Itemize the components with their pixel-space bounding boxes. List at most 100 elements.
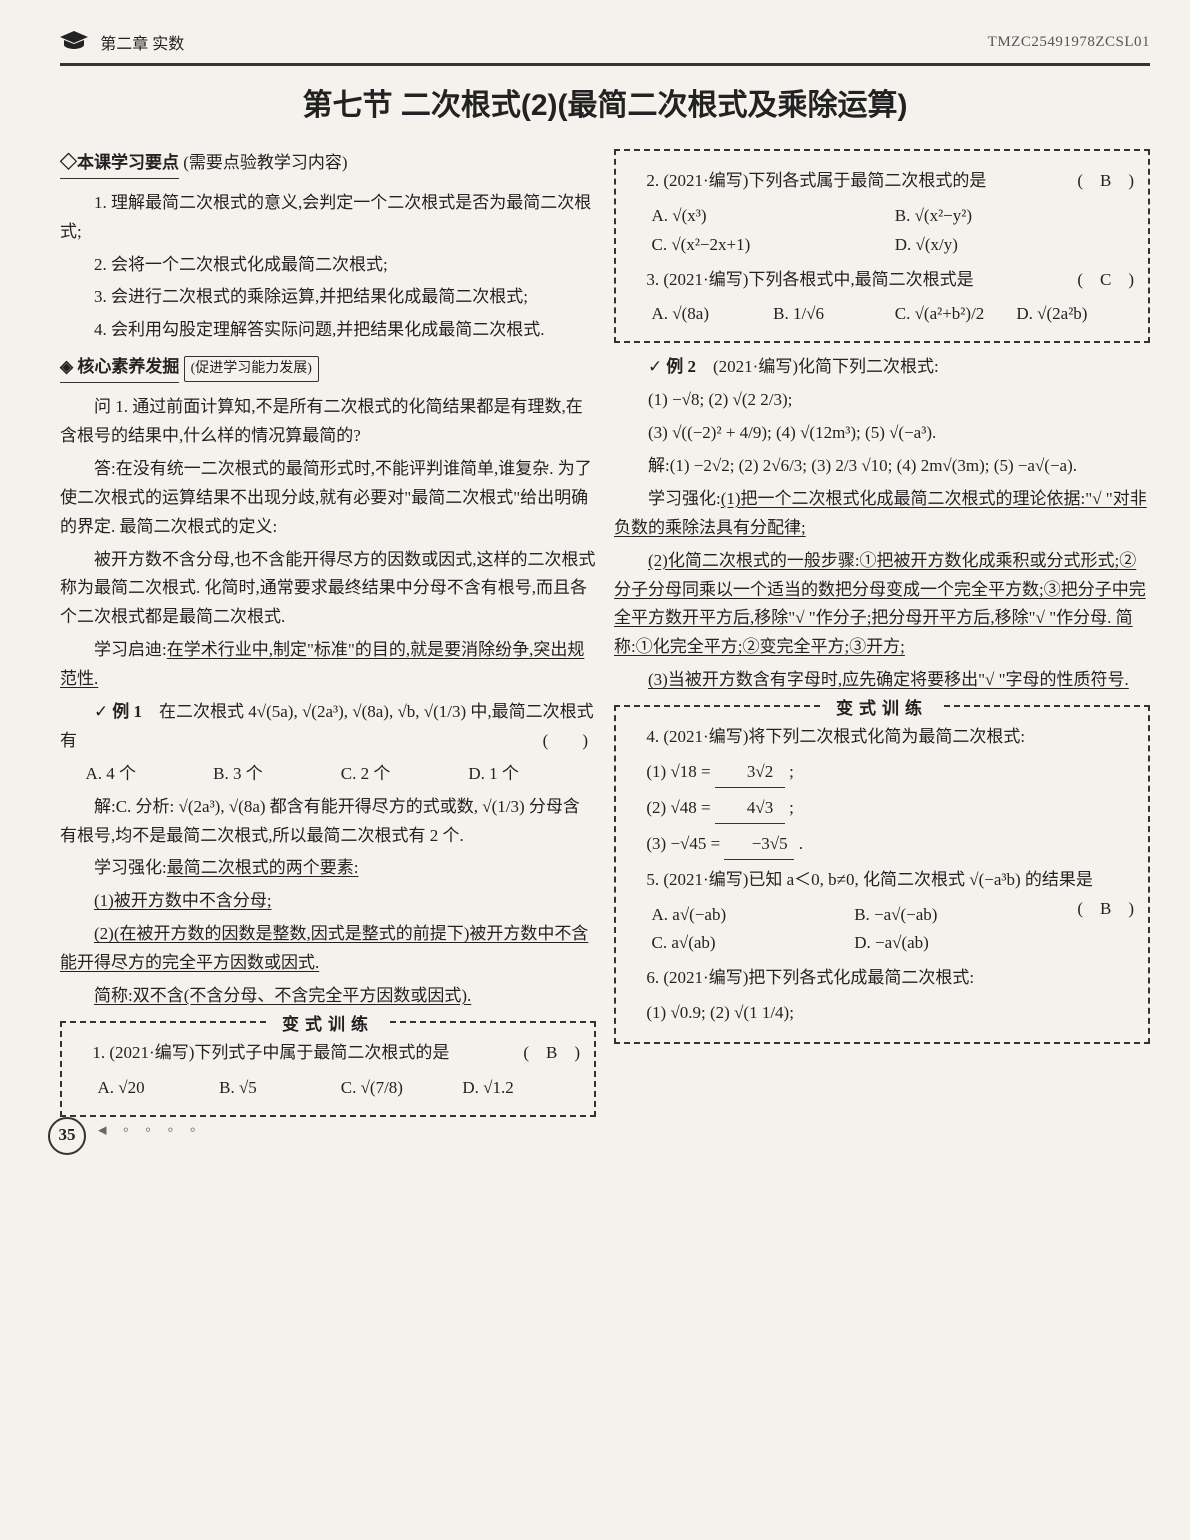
ex1-opt-d: D. 1 个 <box>468 760 596 789</box>
train-q1-answer: ( B ) <box>503 1039 580 1068</box>
variant-label: 变式训练 <box>268 1011 388 1040</box>
example-2-label: 例 2 <box>666 357 696 376</box>
strengthen-label-r: 学习强化: <box>648 489 721 508</box>
variant-training-box-left: 变式训练 1. (2021·编写)下列式子中属于最简二次根式的是 ( B ) A… <box>60 1021 596 1117</box>
check-icon: ✓ <box>94 702 108 721</box>
train-q3-options: A. √(8a) B. 1/√6 C. √(a²+b²)/2 D. √(2a²b… <box>652 300 1139 329</box>
q2-opt-d: D. √(x/y) <box>895 231 1138 260</box>
strengthen-line4: 简称:双不含(不含分母、不含完全平方因数或因式). <box>60 982 596 1011</box>
point-2: 2. 会将一个二次根式化成最简二次根式; <box>60 251 596 280</box>
point-4: 4. 会利用勾股定理解答实际问题,并把结果化成最简二次根式. <box>60 316 596 345</box>
example-2-items: (1) −√8; (2) √(2 2/3); <box>614 386 1150 415</box>
train-q4: 4. (2021·编写)将下列二次根式化简为最简二次根式: <box>626 723 1138 752</box>
train-q6: 6. (2021·编写)把下列各式化成最简二次根式: <box>626 964 1138 993</box>
strengthen-line3: (2)(在被开方数的因数是整数,因式是整式的前提下)被开方数中不含能开得尽方的完… <box>60 920 596 978</box>
chapter-title: 第二章 实数 <box>60 30 184 59</box>
strengthen-r2: (2)化简二次根式的一般步骤:①把被开方数化成乘积或分式形式;②分子分母同乘以一… <box>614 547 1150 663</box>
strengthen-r3: (3)当被开方数含有字母时,应先确定将要移出"√ "字母的性质符号. <box>614 666 1150 695</box>
train-q3: 3. (2021·编写)下列各根式中,最简二次根式是 ( C ) <box>626 266 1138 295</box>
variant-training-box-right-bottom: 变式训练 4. (2021·编写)将下列二次根式化简为最简二次根式: (1) √… <box>614 705 1150 1044</box>
inspire-label: 学习启迪: <box>94 640 167 659</box>
page-title: 第七节 二次根式(2)(最简二次根式及乘除运算) <box>60 80 1150 131</box>
train-q5-options: A. a√(−ab) B. −a√(−ab) C. a√(ab) D. −a√(… <box>652 901 1057 959</box>
check-icon: ✓ <box>648 357 662 376</box>
example-1-label: 例 1 <box>112 702 142 721</box>
core-head-box: (促进学习能力发展) <box>184 356 319 382</box>
study-inspire: 学习启迪:在学术行业中,制定"标准"的目的,就是要消除纷争,突出规范性. <box>60 636 596 694</box>
q3-opt-a: A. √(8a) <box>652 300 774 329</box>
q4-3-answer: −3√5 <box>724 830 794 860</box>
train-q2: 2. (2021·编写)下列各式属于最简二次根式的是 ( B ) <box>626 167 1138 196</box>
header-code: TMZC25491978ZCSL01 <box>988 30 1150 59</box>
q4-sub2: (2) √48 = 4√3 ; <box>626 794 1138 824</box>
study-points-head: ◇本课学习要点 (需要点验教学习内容) <box>60 149 596 185</box>
q5-opt-d: D. −a√(ab) <box>854 929 1057 958</box>
ex1-blank: ( ) <box>509 727 588 756</box>
q4-sub1: (1) √18 = 3√2 ; <box>626 758 1138 788</box>
train-q2-answer: ( B ) <box>1057 167 1134 196</box>
ex1-opt-b: B. 3 个 <box>213 760 341 789</box>
page-dots: ◂ ◦ ◦ ◦ ◦ <box>98 1116 202 1145</box>
example-2: ✓例 2 (2021·编写)化简下列二次根式: <box>614 353 1150 382</box>
train-q5-answer: ( B ) <box>1057 895 1134 924</box>
q3-opt-d: D. √(2a²b) <box>1016 300 1138 329</box>
q5-opt-b: B. −a√(−ab) <box>854 901 1057 930</box>
q5-opt-a: A. a√(−ab) <box>652 901 855 930</box>
train-q3-answer: ( C ) <box>1057 266 1134 295</box>
example-2-solution: 解:(1) −2√2; (2) 2√6/3; (3) 2/3 √10; (4) … <box>614 452 1150 481</box>
content-columns: ◇本课学习要点 (需要点验教学习内容) 1. 理解最简二次根式的意义,会判定一个… <box>60 149 1150 1127</box>
core-head-label: ◈ 核心素养发掘 <box>60 353 179 383</box>
left-column: ◇本课学习要点 (需要点验教学习内容) 1. 理解最简二次根式的意义,会判定一个… <box>60 149 596 1127</box>
train-q1-text: 1. (2021·编写)下列式子中属于最简二次根式的是 <box>92 1043 449 1062</box>
point-3: 3. 会进行二次根式的乘除运算,并把结果化成最简二次根式; <box>60 283 596 312</box>
section-head-label: ◇本课学习要点 <box>60 149 179 179</box>
point-1: 1. 理解最简二次根式的意义,会判定一个二次根式是否为最简二次根式; <box>60 189 596 247</box>
train-q5-text: 5. (2021·编写)已知 a＜0, b≠0, 化简二次根式 √(−a³b) … <box>646 870 1093 889</box>
train-q1-options: A. √20 B. √5 C. √(7/8) D. √1.2 <box>98 1074 585 1103</box>
q2-opt-b: B. √(x²−y²) <box>895 202 1138 231</box>
answer-1b: 被开方数不含分母,也不含能开得尽方的因数或因式,这样的二次根式称为最简二次根式.… <box>60 546 596 633</box>
chapter-text: 第二章 实数 <box>100 36 184 53</box>
q5-opt-c: C. a√(ab) <box>652 929 855 958</box>
train-q3-text: 3. (2021·编写)下列各根式中,最简二次根式是 <box>646 270 973 289</box>
train-q1: 1. (2021·编写)下列式子中属于最简二次根式的是 ( B ) <box>72 1039 584 1068</box>
train-q2-options: A. √(x³) B. √(x²−y²) C. √(x²−2x+1) D. √(… <box>652 202 1139 260</box>
ex1-opt-c: C. 2 个 <box>341 760 469 789</box>
strengthen-label: 学习强化: <box>94 858 167 877</box>
q2-opt-a: A. √(x³) <box>652 202 895 231</box>
ex1-opt-a: A. 4 个 <box>86 760 214 789</box>
section-head-sub: (需要点验教学习内容) <box>183 153 347 172</box>
q1-opt-c: C. √(7/8) <box>341 1074 463 1103</box>
page-number-circle: 35 <box>48 1117 86 1155</box>
page-number: 35 <box>59 1121 76 1150</box>
right-column: 2. (2021·编写)下列各式属于最简二次根式的是 ( B ) A. √(x³… <box>614 149 1150 1127</box>
example-1-options: A. 4 个 B. 3 个 C. 2 个 D. 1 个 <box>86 760 597 789</box>
q3-opt-c: C. √(a²+b²)/2 <box>895 300 1017 329</box>
variant-label-r: 变式训练 <box>822 695 942 724</box>
q4-1-answer: 3√2 <box>715 758 785 788</box>
example-2-src: (2021·编写)化简下列二次根式: <box>713 357 939 376</box>
page-header: 第二章 实数 TMZC25491978ZCSL01 <box>60 30 1150 66</box>
example-2-items2: (3) √((−2)² + 4/9); (4) √(12m³); (5) √(−… <box>614 419 1150 448</box>
q2-opt-c: C. √(x²−2x+1) <box>652 231 895 260</box>
q3-opt-b: B. 1/√6 <box>773 300 895 329</box>
answer-1a: 答:在没有统一二次根式的最简形式时,不能评判谁简单,谁复杂. 为了使二次根式的运… <box>60 455 596 542</box>
core-head: ◈ 核心素养发掘 (促进学习能力发展) <box>60 353 596 389</box>
example-1: ✓例 1 在二次根式 4√(5a), √(2a³), √(8a), √b, √(… <box>60 698 596 756</box>
q4-2-answer: 4√3 <box>715 794 785 824</box>
strengthen-r1: 学习强化:(1)把一个二次根式化成最简二次根式的理论依据:"√ "对非负数的乘除… <box>614 485 1150 543</box>
train-q5: 5. (2021·编写)已知 a＜0, b≠0, 化简二次根式 √(−a³b) … <box>626 866 1138 895</box>
page: 第二章 实数 TMZC25491978ZCSL01 第七节 二次根式(2)(最简… <box>0 0 1190 1167</box>
q4-sub3: (3) −√45 = −3√5 . <box>626 830 1138 860</box>
example-1-solution: 解:C. 分析: √(2a³), √(8a) 都含有能开得尽方的式或数, √(1… <box>60 793 596 851</box>
variant-training-box-right-top: 2. (2021·编写)下列各式属于最简二次根式的是 ( B ) A. √(x³… <box>614 149 1150 343</box>
q1-opt-d: D. √1.2 <box>462 1074 584 1103</box>
question-1: 问 1. 通过前面计算知,不是所有二次根式的化简结果都是有理数,在含根号的结果中… <box>60 393 596 451</box>
strengthen-block: 学习强化:最简二次根式的两个要素: <box>60 854 596 883</box>
train-q2-text: 2. (2021·编写)下列各式属于最简二次根式的是 <box>646 171 986 190</box>
q1-opt-a: A. √20 <box>98 1074 220 1103</box>
q6-items: (1) √0.9; (2) √(1 1/4); <box>626 999 1138 1028</box>
strengthen-line1: 最简二次根式的两个要素: <box>167 858 359 877</box>
strengthen-line2: (1)被开方数中不含分母; <box>60 887 596 916</box>
graduation-cap-icon <box>60 30 88 59</box>
